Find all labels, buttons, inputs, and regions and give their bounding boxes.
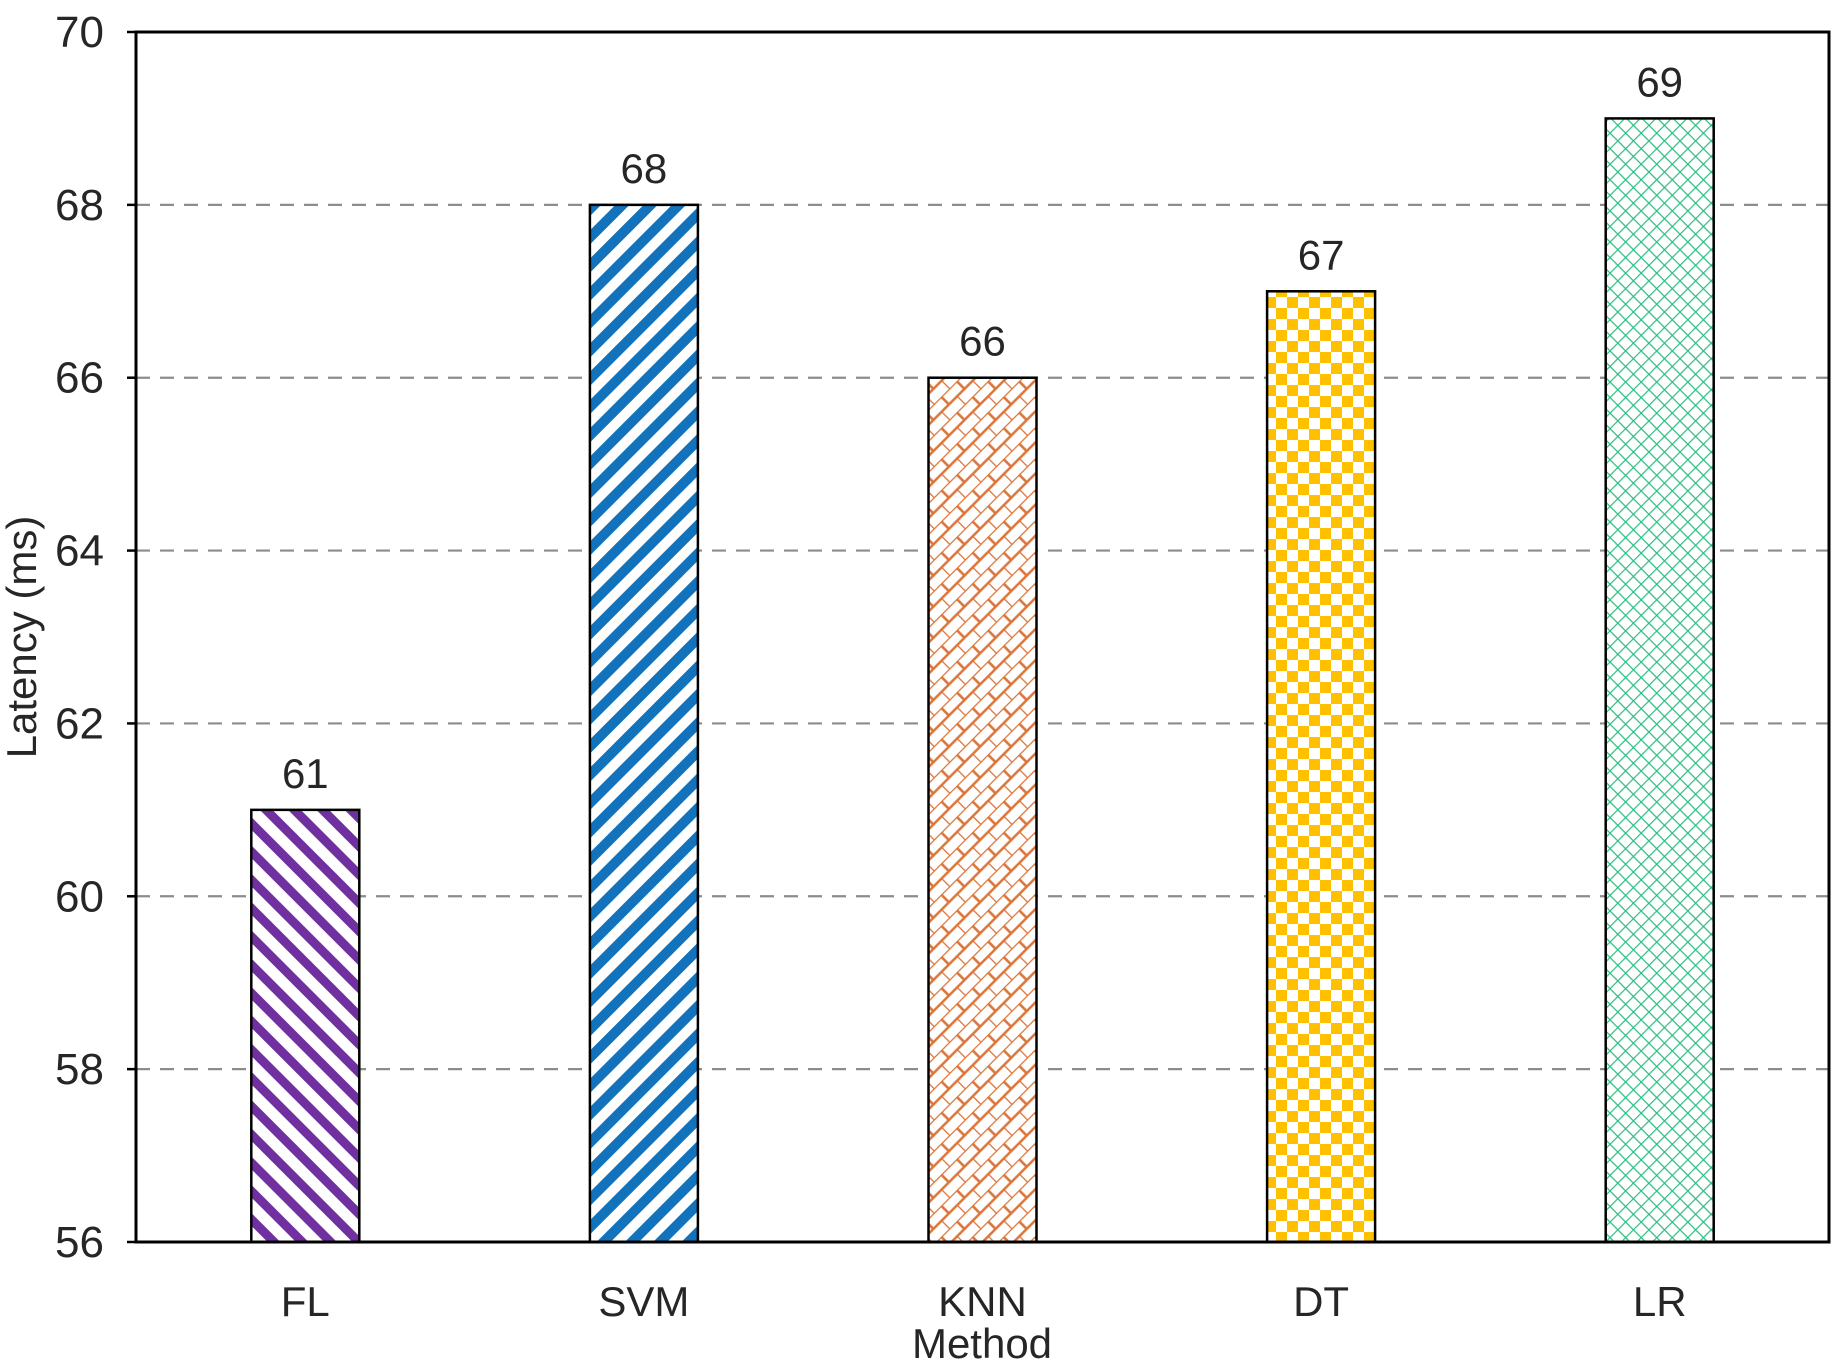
bar-svm (588, 203, 700, 1244)
y-tick-labels: 56 58 60 62 64 66 68 70 (55, 8, 104, 1267)
bars (250, 117, 1715, 1244)
axes (127, 30, 1831, 1244)
y-tick-label-68: 68 (55, 181, 104, 230)
y-tick-label-60: 60 (55, 872, 104, 921)
x-tick-label-svm: SVM (598, 1278, 689, 1325)
x-tick-label-fl: FL (281, 1278, 330, 1325)
bar-value-label-fl: 61 (282, 750, 329, 797)
bar-dt (1265, 290, 1377, 1244)
bar-value-label-svm: 68 (621, 145, 668, 192)
y-tick-label-62: 62 (55, 699, 104, 748)
bar-knn (927, 376, 1038, 1244)
x-tick-label-dt: DT (1293, 1278, 1349, 1325)
x-tick-label-lr: LR (1633, 1278, 1687, 1325)
bar-value-label-knn: 66 (959, 318, 1006, 365)
y-tick-label-56: 56 (55, 1218, 104, 1267)
plot-border (134, 30, 1831, 1244)
bar-value-labels: 61 68 66 67 69 (282, 58, 1683, 796)
y-tick-label-64: 64 (55, 527, 104, 576)
x-axis-title: Method (912, 1320, 1052, 1367)
bar-value-label-dt: 67 (1298, 231, 1345, 278)
y-tick-label-58: 58 (55, 1045, 104, 1094)
bar-fl (250, 808, 361, 1244)
y-axis-title: Latency (ms) (0, 516, 45, 759)
x-tick-label-knn: KNN (938, 1278, 1027, 1325)
y-tick-label-70: 70 (55, 8, 104, 57)
x-tick-labels: FL SVM KNN DT LR (281, 1278, 1687, 1325)
bar-lr (1604, 117, 1715, 1244)
y-tick-label-66: 66 (55, 354, 104, 403)
bar-value-label-lr: 69 (1636, 58, 1683, 105)
